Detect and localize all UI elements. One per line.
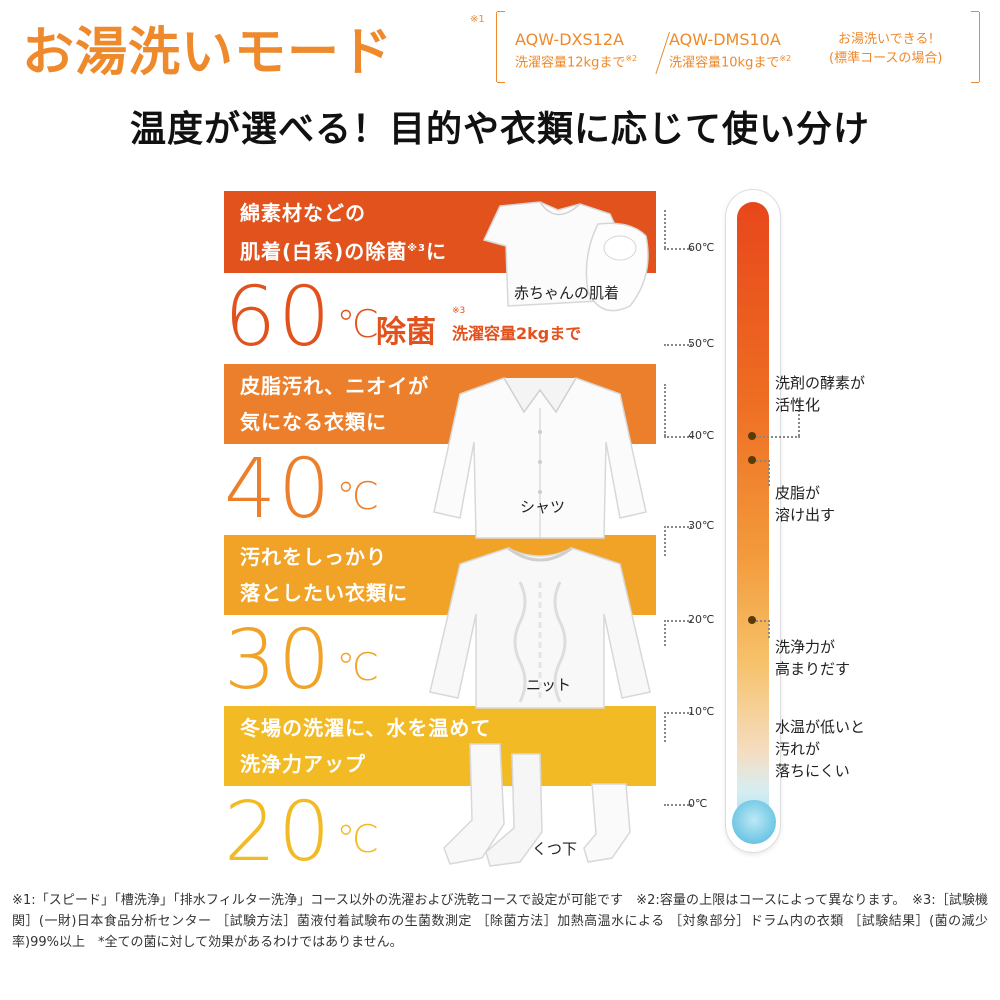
tick-label: 60℃ xyxy=(688,241,715,254)
effect-line: 水温が低いと xyxy=(775,718,866,736)
mode-note: ※3 xyxy=(407,243,426,254)
connector-line xyxy=(664,526,692,528)
clothes-label-shirt: シャツ xyxy=(520,498,566,516)
connector-line xyxy=(664,620,666,646)
connector-line xyxy=(664,436,692,438)
temperature-30: 30 ℃ xyxy=(224,613,381,708)
marker-dot xyxy=(748,456,756,464)
clothes-label-socks: くつ下 xyxy=(532,840,578,858)
tick-label: 30℃ xyxy=(688,519,715,532)
connector-line xyxy=(664,526,666,556)
effect-line: 皮脂が xyxy=(775,484,821,502)
effect-line: 洗剤の酵素が xyxy=(775,374,866,392)
clothes-label-knit: ニット xyxy=(526,676,572,694)
title-footnote-marker: ※1 xyxy=(470,14,485,25)
effect-label-enzyme: 洗剤の酵素が 活性化 xyxy=(775,372,865,416)
sterilize-note: ※3 xyxy=(452,306,466,316)
label-connector xyxy=(768,620,770,638)
temperature-unit: ℃ xyxy=(336,817,382,861)
temperature-value: 30 xyxy=(224,613,333,708)
model-note: ※2 xyxy=(625,54,638,63)
connector-line xyxy=(664,210,666,248)
label-connector xyxy=(768,460,770,486)
tick-label: 40℃ xyxy=(688,429,715,442)
model-note-line: お湯洗いできる! xyxy=(837,32,934,47)
temperature-20: 20 ℃ xyxy=(224,785,381,880)
label-connector xyxy=(756,460,770,462)
mode-description: 汚れをしっかり xyxy=(240,545,387,569)
label-connector xyxy=(798,402,800,436)
connector-line xyxy=(664,620,692,622)
connector-line xyxy=(664,804,692,806)
temperature-unit: ℃ xyxy=(336,645,382,689)
connector-line xyxy=(664,712,692,714)
model-item: AQW-DXS12A 洗濯容量12kgまで※2 xyxy=(515,30,637,72)
effect-label-detergency: 洗浄力が 高まりだす xyxy=(775,636,850,680)
mode-description: 肌着(白系)の除菌 xyxy=(240,239,408,264)
model-name: AQW-DXS12A xyxy=(515,30,624,49)
tick-label: 20℃ xyxy=(688,613,715,626)
tick-label: 0℃ xyxy=(688,797,708,810)
tick-label: 10℃ xyxy=(688,705,715,718)
temperature-unit: ℃ xyxy=(336,474,382,518)
mode-description: に xyxy=(425,239,447,264)
socks-image xyxy=(443,743,631,867)
model-info-box: AQW-DXS12A 洗濯容量12kgまで※2 AQW-DMS10A 洗濯容量1… xyxy=(496,11,980,83)
temperature-40: 40 ℃ xyxy=(224,442,381,537)
sterilize-label: 除菌 xyxy=(376,315,436,350)
effect-line: 汚れが xyxy=(775,740,821,758)
mode-description: 冬場の洗濯に、水を温めて xyxy=(240,716,492,740)
divider-slash xyxy=(655,31,670,75)
mode-description: 綿素材などの xyxy=(240,201,366,225)
effect-label-sebum: 皮脂が 溶け出す xyxy=(775,482,835,526)
model-note-line: (標準コースの場合) xyxy=(829,51,943,66)
temperature-value: 40 xyxy=(224,442,333,537)
shirt-image xyxy=(433,377,647,539)
tick-label: 50℃ xyxy=(688,337,715,350)
temperature-value: 60 xyxy=(224,270,333,365)
connector-line xyxy=(664,712,666,742)
connector-line xyxy=(664,344,692,346)
baby-undershirt-image xyxy=(482,201,649,312)
model-item: AQW-DMS10A 洗濯容量10kgまで※2 xyxy=(669,30,791,72)
subtitle: 温度が選べる！目的や衣類に応じて使い分け xyxy=(129,109,870,150)
effect-line: 落ちにくい xyxy=(775,762,850,780)
effect-line: 高まりだす xyxy=(775,660,851,678)
footnote: ※1:「スピード」「槽洗浄」「排水フィルター洗浄」コース以外の洗濯および洗乾コー… xyxy=(12,893,988,950)
model-name: AQW-DMS10A xyxy=(669,30,781,49)
thermometer-tube xyxy=(737,202,769,842)
effect-line: 洗浄力が xyxy=(775,638,836,656)
model-capacity: 洗濯容量10kgまで xyxy=(669,55,780,71)
effect-label-cold-water: 水温が低いと 汚れが 落ちにくい xyxy=(775,716,865,782)
temperature-value: 20 xyxy=(224,785,333,880)
effect-line: 溶け出す xyxy=(775,506,836,524)
mode-description: 皮脂汚れ、ニオイが xyxy=(240,374,430,398)
model-capacity: 洗濯容量12kgまで xyxy=(515,55,626,71)
mode-description: 落としたい衣類に xyxy=(240,581,408,605)
connector-line xyxy=(664,248,692,250)
marker-dot xyxy=(748,616,756,624)
temperature-unit: ℃ xyxy=(336,302,382,346)
connector-line xyxy=(664,384,666,436)
effect-line: 活性化 xyxy=(775,396,821,414)
mode-description: 洗浄力アップ xyxy=(240,752,366,776)
mode-description: 気になる衣類に xyxy=(240,410,387,434)
marker-dot xyxy=(748,432,756,440)
model-note: ※2 xyxy=(779,54,792,63)
knit-sweater-image xyxy=(429,546,651,709)
label-connector xyxy=(756,620,770,622)
label-connector xyxy=(756,436,800,438)
sterilize-capacity: 洗濯容量2kgまで xyxy=(452,324,582,343)
mode-bar-20: 冬場の洗濯に、水を温めて 洗浄力アップ xyxy=(224,706,656,786)
clothes-label-baby: 赤ちゃんの肌着 xyxy=(514,284,620,302)
temperature-60: 60 ℃ xyxy=(224,270,381,365)
page-title: お湯洗いモード xyxy=(22,23,394,83)
thermometer-bulb xyxy=(732,800,776,844)
model-note-block: お湯洗いできる! (標準コースの場合) xyxy=(829,30,943,68)
